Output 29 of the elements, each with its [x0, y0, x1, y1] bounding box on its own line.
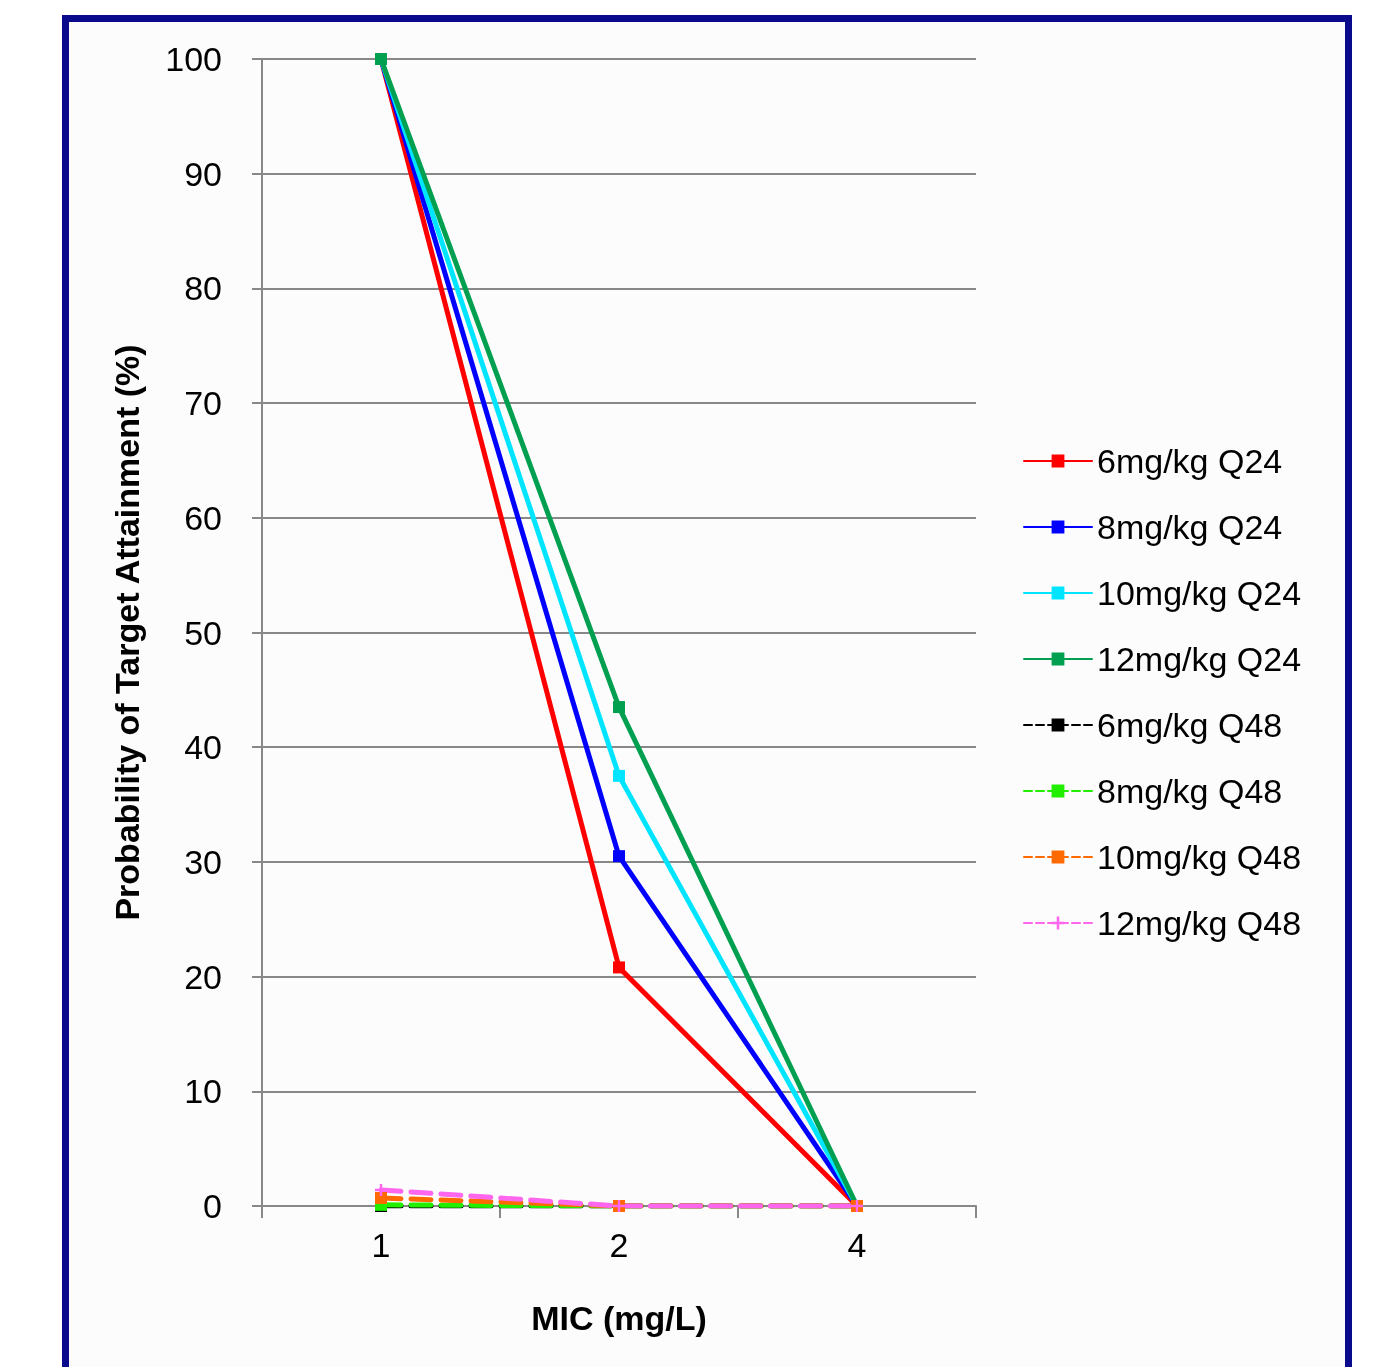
y-tick-label: 0: [203, 1187, 222, 1225]
y-tick-label: 60: [184, 498, 222, 537]
legend-label: 8mg/kg Q48: [1097, 772, 1283, 810]
point: [613, 701, 625, 714]
legend-label: 12mg/kg Q24: [1097, 640, 1302, 678]
y-tick-label: 30: [184, 842, 222, 881]
y-tick-label: 50: [184, 613, 222, 652]
x-axis-title: MIC (mg/L): [531, 1299, 707, 1337]
legend-label: 6mg/kg Q48: [1097, 706, 1283, 744]
y-axis-title: Probability of Target Attainment (%): [108, 344, 146, 921]
point: [613, 850, 625, 863]
legend-label: 12mg/kg Q48: [1097, 904, 1302, 942]
legend-label: 10mg/kg Q48: [1097, 838, 1302, 876]
point: [613, 769, 625, 782]
y-tick-label: 20: [184, 957, 222, 996]
x-tick-label: 2: [609, 1226, 629, 1264]
legend-label: 10mg/kg Q24: [1097, 574, 1302, 612]
point: [375, 1191, 387, 1204]
point: [613, 961, 625, 974]
legend-label: 8mg/kg Q24: [1097, 508, 1283, 546]
y-tick-label: 10: [184, 1072, 222, 1111]
y-tick-label: 80: [184, 269, 222, 308]
y-tick-label: 70: [184, 384, 222, 423]
y-tick-label: 90: [184, 154, 222, 193]
x-tick-label: 4: [847, 1226, 867, 1264]
y-tick-label: 40: [184, 728, 222, 767]
y-tick-label: 100: [165, 40, 222, 78]
x-tick-label: 1: [371, 1226, 391, 1264]
legend-label: 6mg/kg Q24: [1097, 442, 1283, 480]
